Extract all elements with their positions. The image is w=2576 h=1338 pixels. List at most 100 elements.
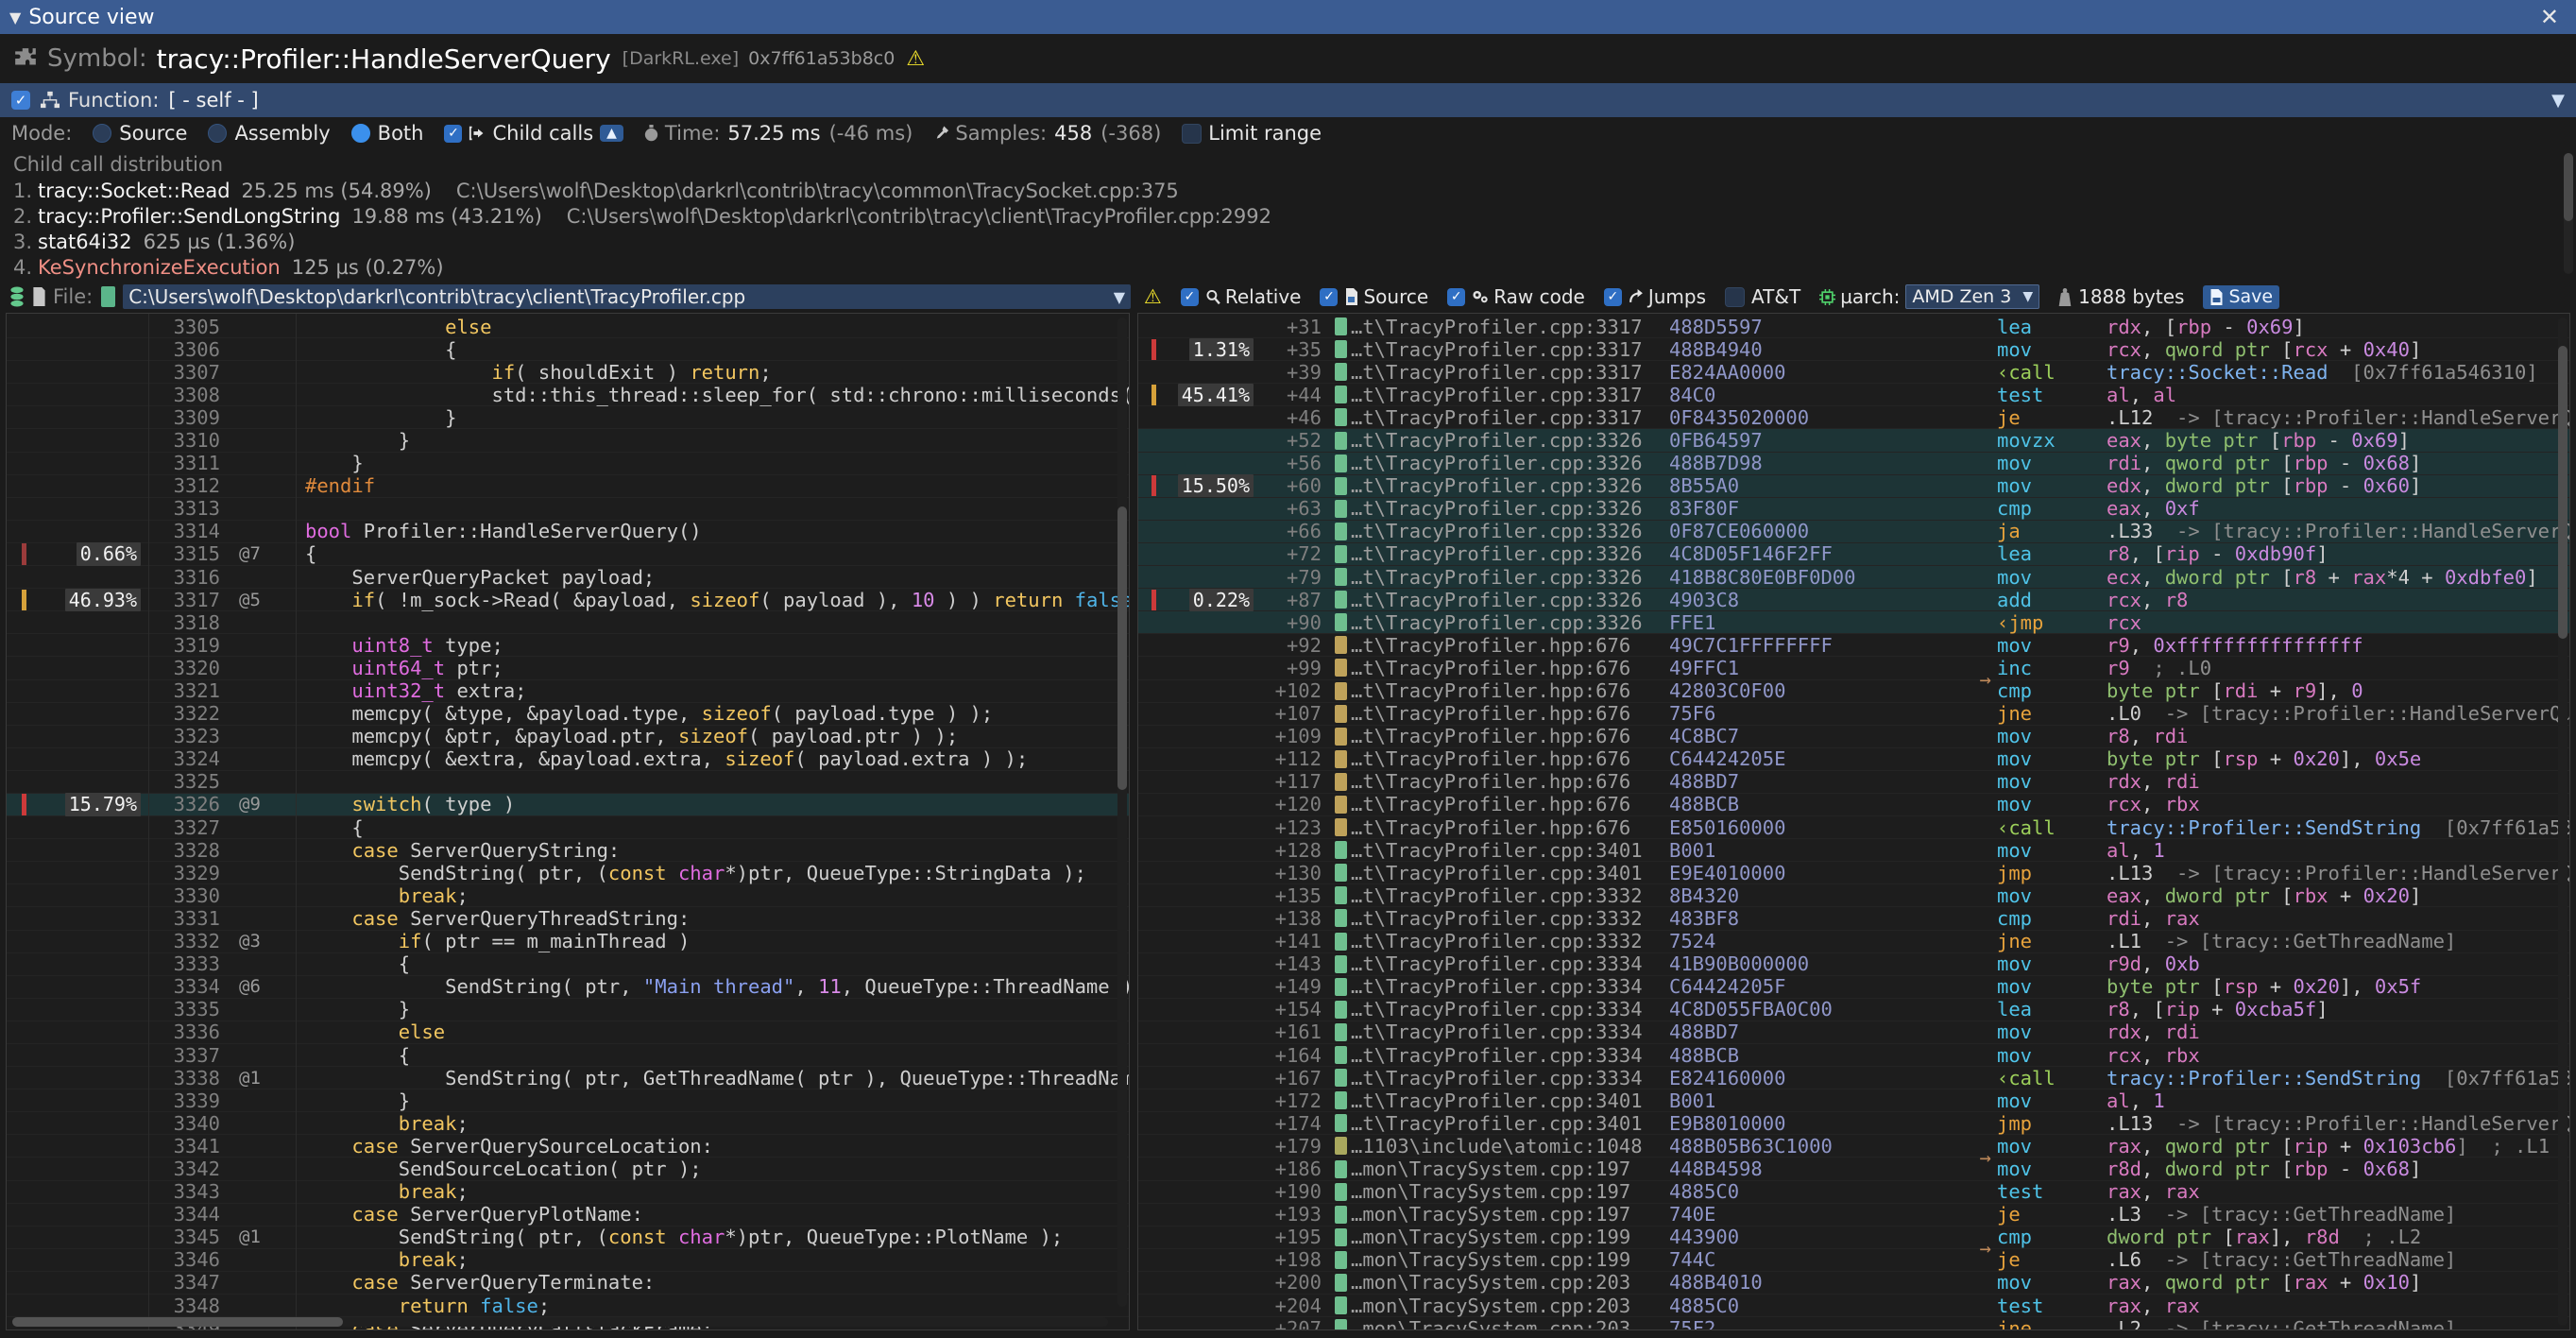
- source-line-row[interactable]: 3325: [7, 770, 1129, 794]
- jumps-checkbox[interactable]: ✓: [1603, 287, 1622, 306]
- assembly-source-ref[interactable]: …mon\TracySystem.cpp:203: [1329, 1295, 1669, 1317]
- relative-toggle[interactable]: ✓ Relative: [1180, 285, 1301, 308]
- child-call-row[interactable]: 2. tracy::Profiler::SendLongString 19.88 m…: [13, 204, 2563, 230]
- assembly-source-ref[interactable]: …t\TracyProfiler.cpp:3317: [1329, 338, 1669, 361]
- assembly-source-ref[interactable]: …t\TracyProfiler.cpp:3326: [1329, 497, 1669, 520]
- assembly-line-row[interactable]: 45.41% +44 …t\TracyProfiler.cpp:3317 84C0 te…: [1138, 383, 2569, 407]
- limit-range-toggle[interactable]: Limit range: [1182, 122, 1322, 145]
- assembly-source-ref[interactable]: …t\TracyProfiler.hpp:676: [1329, 679, 1669, 702]
- source-line-row[interactable]: 3342 SendSourceLocation( ptr );: [7, 1158, 1129, 1181]
- source-line-row[interactable]: 3310 }: [7, 429, 1129, 453]
- save-button[interactable]: Save: [2203, 284, 2280, 309]
- assembly-line-row[interactable]: +135 …t\TracyProfiler.cpp:3332 8B4320 mov ea…: [1138, 884, 2569, 908]
- assembly-source-ref[interactable]: …t\TracyProfiler.cpp:3334: [1329, 1044, 1669, 1067]
- source-line-row[interactable]: 3305 else: [7, 316, 1129, 339]
- assembly-line-row[interactable]: +117 …t\TracyProfiler.hpp:676 488BD7 mov rdx…: [1138, 770, 2569, 794]
- chevron-down-icon[interactable]: ▼: [1113, 287, 1125, 306]
- assembly-source-ref[interactable]: …t\TracyProfiler.hpp:676: [1329, 816, 1669, 839]
- assembly-source-ref[interactable]: …t\TracyProfiler.cpp:3334: [1329, 998, 1669, 1021]
- collapse-triangle-icon[interactable]: ▼: [9, 8, 22, 26]
- assembly-source-ref[interactable]: …t\TracyProfiler.cpp:3401: [1329, 1089, 1669, 1112]
- child-calls-toggle[interactable]: ✓ Child calls ▲: [444, 122, 623, 145]
- assembly-source-ref[interactable]: …mon\TracySystem.cpp:197: [1329, 1180, 1669, 1203]
- assembly-line-row[interactable]: +39 …t\TracyProfiler.cpp:3317 E824AA0000 ‹c…: [1138, 361, 2569, 385]
- assembly-line-row[interactable]: +130 …t\TracyProfiler.cpp:3401 E9E4010000 j…: [1138, 862, 2569, 885]
- child-call-scrollbar[interactable]: [2564, 153, 2573, 274]
- assembly-line-row[interactable]: +204 …mon\TracySystem.cpp:203 4885C0 test ra…: [1138, 1295, 2569, 1318]
- assembly-line-row[interactable]: +195 …mon\TracySystem.cpp:199 443900 → cmp dw…: [1138, 1226, 2569, 1260]
- source-line-row[interactable]: 3344 case ServerQueryPlotName:: [7, 1203, 1129, 1226]
- assembly-source-ref[interactable]: …t\TracyProfiler.cpp:3326: [1329, 429, 1669, 452]
- assembly-line-row[interactable]: +172 …t\TracyProfiler.cpp:3401 B001 mov al, …: [1138, 1089, 2569, 1113]
- source-line-row[interactable]: 3347 case ServerQueryTerminate:: [7, 1271, 1129, 1295]
- source-line-row[interactable]: 3311 }: [7, 452, 1129, 475]
- source-line-row[interactable]: 3343 break;: [7, 1180, 1129, 1204]
- relative-checkbox[interactable]: ✓: [1180, 287, 1199, 306]
- assembly-source-ref[interactable]: …mon\TracySystem.cpp:199: [1329, 1248, 1669, 1271]
- stack-icon[interactable]: [9, 286, 25, 307]
- assembly-line-row[interactable]: +149 …t\TracyProfiler.cpp:3334 C64424205F m…: [1138, 975, 2569, 999]
- source-line-row[interactable]: 3330 break;: [7, 884, 1129, 908]
- assembly-line-row[interactable]: +107 …t\TracyProfiler.hpp:676 75F6 jne .L0 -…: [1138, 702, 2569, 726]
- source-line-row[interactable]: 3327 {: [7, 816, 1129, 840]
- source-line-row[interactable]: 3345 @1 SendString( ptr, (const char*)ptr…: [7, 1226, 1129, 1249]
- assembly-source-ref[interactable]: …mon\TracySystem.cpp:203: [1329, 1271, 1669, 1294]
- assembly-line-row[interactable]: +31 …t\TracyProfiler.cpp:3317 488D5597 lea r…: [1138, 316, 2569, 339]
- assembly-line-row[interactable]: +143 …t\TracyProfiler.cpp:3334 41B90B00000…: [1138, 952, 2569, 976]
- assembly-line-row[interactable]: +112 …t\TracyProfiler.hpp:676 C64424205E mo…: [1138, 747, 2569, 771]
- assembly-line-row[interactable]: +63 …t\TracyProfiler.cpp:3326 83F80F cmp eax…: [1138, 497, 2569, 521]
- assembly-source-ref[interactable]: …t\TracyProfiler.cpp:3326: [1329, 566, 1669, 589]
- assembly-line-row[interactable]: +79 …t\TracyProfiler.cpp:3326 418B8C80E0BF…: [1138, 566, 2569, 590]
- child-call-row[interactable]: 1. tracy::Socket::Read 25.25 ms (54.89%) C:…: [13, 179, 2563, 204]
- raw-code-checkbox[interactable]: ✓: [1447, 287, 1466, 306]
- source-line-row[interactable]: 3328 case ServerQueryString:: [7, 839, 1129, 863]
- assembly-line-row[interactable]: +164 …t\TracyProfiler.cpp:3334 488BCB mov rc…: [1138, 1044, 2569, 1068]
- assembly-source-ref[interactable]: …t\TracyProfiler.cpp:3326: [1329, 474, 1669, 497]
- source-line-row[interactable]: 3341 case ServerQuerySourceLocation:: [7, 1135, 1129, 1158]
- assembly-source-ref[interactable]: …t\TracyProfiler.cpp:3326: [1329, 611, 1669, 634]
- chevron-down-icon[interactable]: ▼: [2551, 90, 2565, 111]
- assembly-source-ref[interactable]: …t\TracyProfiler.cpp:3401: [1329, 862, 1669, 884]
- assembly-source-ref[interactable]: …t\TracyProfiler.hpp:676: [1329, 793, 1669, 815]
- assembly-line-row[interactable]: +141 …t\TracyProfiler.cpp:3332 7524 jne .L1 …: [1138, 930, 2569, 953]
- assembly-source-ref[interactable]: …t\TracyProfiler.cpp:3332: [1329, 907, 1669, 930]
- source-line-row[interactable]: 3316 ServerQueryPacket payload;: [7, 566, 1129, 590]
- mode-option-assembly[interactable]: Assembly: [208, 122, 331, 145]
- radio-assembly-icon[interactable]: [208, 124, 228, 143]
- source-line-row[interactable]: 3314 bool Profiler::HandleServerQuery(): [7, 520, 1129, 543]
- assembly-line-row[interactable]: +179 …1103\include\atomic:1048 488B05B63C1…: [1138, 1135, 2569, 1169]
- assembly-line-row[interactable]: +190 …mon\TracySystem.cpp:197 4885C0 test ra…: [1138, 1180, 2569, 1204]
- assembly-source-ref[interactable]: …mon\TracySystem.cpp:197: [1329, 1158, 1669, 1180]
- source-line-row[interactable]: 3346 break;: [7, 1248, 1129, 1272]
- jumps-toggle[interactable]: ✓ Jumps: [1603, 285, 1706, 308]
- att-toggle[interactable]: AT&T: [1725, 285, 1800, 308]
- source-line-row[interactable]: 3313: [7, 497, 1129, 521]
- file-path-input[interactable]: C:\Users\wolf\Desktop\darkrl\contrib\tra…: [123, 284, 1131, 309]
- assembly-line-row[interactable]: +99 …t\TracyProfiler.hpp:676 49FFC1 → inc r9 …: [1138, 657, 2569, 691]
- source-line-row[interactable]: 3324 memcpy( &extra, &payload.extra, siz…: [7, 747, 1129, 771]
- source-line-row[interactable]: 3309 }: [7, 406, 1129, 430]
- assembly-source-ref[interactable]: …t\TracyProfiler.cpp:3334: [1329, 1067, 1669, 1089]
- warning-icon[interactable]: ⚠: [1144, 285, 1162, 308]
- source-line-row[interactable]: 3338 @1 SendString( ptr, GetThreadName( p…: [7, 1067, 1129, 1090]
- assembly-line-row[interactable]: +167 …t\TracyProfiler.cpp:3334 E824160000 ‹…: [1138, 1067, 2569, 1090]
- close-icon[interactable]: ✕: [2539, 4, 2559, 30]
- assembly-source-ref[interactable]: …t\TracyProfiler.cpp:3332: [1329, 884, 1669, 907]
- assembly-source-ref[interactable]: …t\TracyProfiler.cpp:3334: [1329, 975, 1669, 998]
- source-line-row[interactable]: 3336 else: [7, 1021, 1129, 1044]
- source-toggle[interactable]: ✓ Source: [1320, 285, 1428, 308]
- assembly-source-ref[interactable]: …t\TracyProfiler.cpp:3317: [1329, 384, 1669, 406]
- assembly-line-row[interactable]: +46 …t\TracyProfiler.cpp:3317 0F8435020000…: [1138, 406, 2569, 430]
- assembly-source-ref[interactable]: …t\TracyProfiler.cpp:3334: [1329, 952, 1669, 975]
- assembly-source-ref[interactable]: …t\TracyProfiler.cpp:3401: [1329, 839, 1669, 862]
- assembly-source-ref[interactable]: …t\TracyProfiler.cpp:3317: [1329, 361, 1669, 384]
- raw-code-toggle[interactable]: ✓ Raw code: [1447, 285, 1585, 308]
- assembly-source-ref[interactable]: …t\TracyProfiler.cpp:3334: [1329, 1021, 1669, 1043]
- source-line-row[interactable]: 3323 memcpy( &ptr, &payload.ptr, sizeof(…: [7, 725, 1129, 748]
- assembly-line-row[interactable]: +109 …t\TracyProfiler.hpp:676 4C8BC7 mov r8,…: [1138, 725, 2569, 748]
- assembly-line-row[interactable]: +56 …t\TracyProfiler.cpp:3326 488B7D98 mov r…: [1138, 452, 2569, 475]
- assembly-line-row[interactable]: +90 …t\TracyProfiler.cpp:3326 FFE1 ‹jmp rcx: [1138, 611, 2569, 635]
- limit-range-checkbox[interactable]: [1182, 123, 1203, 144]
- assembly-line-row[interactable]: +128 …t\TracyProfiler.cpp:3401 B001 mov al, …: [1138, 839, 2569, 863]
- assembly-source-ref[interactable]: …t\TracyProfiler.cpp:3326: [1329, 452, 1669, 474]
